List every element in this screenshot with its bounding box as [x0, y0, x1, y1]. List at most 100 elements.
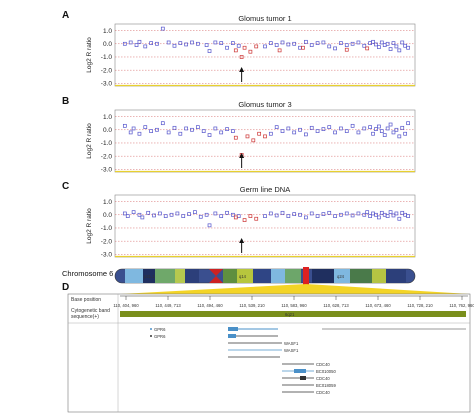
y-tick-label: 1.0	[103, 114, 112, 121]
data-point	[286, 214, 291, 218]
data-point	[122, 211, 127, 216]
data-point	[406, 214, 410, 218]
data-point	[365, 46, 370, 51]
data-point	[368, 214, 372, 218]
data-point	[350, 123, 355, 128]
data-point	[184, 126, 189, 131]
data-point	[406, 45, 410, 50]
data-point	[178, 41, 183, 45]
gene-label-bc018059: BC018059	[316, 383, 336, 388]
data-point	[274, 43, 279, 47]
data-point	[172, 43, 177, 48]
data-point	[397, 48, 402, 53]
ruler-tick-label: 110, 449, 713	[155, 303, 181, 308]
data-point	[131, 210, 136, 214]
y-axis-label: Log2 R ratio	[86, 208, 93, 244]
data-point	[362, 43, 367, 48]
data-point	[274, 213, 279, 218]
panel-letter-b: B	[62, 96, 69, 107]
data-point	[298, 127, 302, 132]
data-point	[397, 216, 402, 221]
data-point	[327, 210, 332, 215]
data-point	[371, 131, 375, 136]
data-point	[362, 126, 367, 131]
scatter-panels: Glomus tumor 1 1.0 0.0 -1.0 -2.0 -3.0 Log2 R r…	[86, 14, 416, 259]
data-point	[280, 40, 285, 45]
data-point	[397, 134, 402, 139]
data-point	[231, 129, 235, 133]
data-point	[304, 132, 308, 137]
data-point	[344, 211, 349, 216]
data-point	[403, 43, 408, 48]
data-point	[254, 216, 259, 221]
data-point	[280, 210, 285, 215]
data-point	[321, 127, 326, 131]
data-point	[394, 211, 399, 216]
data-point	[356, 40, 361, 45]
band-q22	[285, 269, 301, 283]
data-point	[400, 40, 405, 45]
data-point	[309, 125, 314, 130]
y-tick-label: 0.0	[103, 127, 112, 134]
data-point	[379, 129, 384, 133]
gene-label-gpr6-2: GPR6	[154, 334, 166, 339]
data-point	[207, 49, 212, 53]
data-point	[365, 210, 370, 214]
data-point	[149, 129, 153, 133]
data-point	[385, 214, 390, 218]
ruler-ticks: 110, 404, 960 110, 449, 713 110, 494, 460 1…	[113, 296, 474, 308]
data-point	[371, 39, 375, 44]
data-point	[195, 41, 200, 46]
data-point	[172, 125, 177, 130]
panel-letter-d: D	[62, 282, 69, 293]
data-point	[400, 125, 405, 130]
data-point	[344, 43, 349, 47]
data-point	[128, 130, 133, 135]
data-point	[190, 127, 194, 132]
data-point	[403, 131, 408, 136]
data-point	[251, 138, 256, 143]
data-point	[219, 41, 224, 45]
data-point	[231, 212, 235, 217]
data-point	[242, 45, 247, 50]
arrow-head	[239, 67, 245, 72]
data-point	[263, 134, 267, 139]
data-point	[169, 212, 174, 217]
data-point	[204, 212, 209, 217]
arrow-head	[239, 153, 245, 158]
data-point	[152, 213, 156, 218]
data-point	[374, 42, 378, 47]
ruler-tick-label: 110, 583, 960	[281, 303, 307, 308]
y-tick-label: -1.0	[101, 225, 113, 232]
band-q23	[312, 269, 334, 283]
data-point	[187, 212, 191, 216]
data-point	[356, 211, 361, 216]
band-p21	[155, 269, 175, 283]
band-text-p21: p21.1	[144, 274, 155, 279]
gene-exon-bc010050	[294, 369, 306, 373]
genome-browser: Base position 110, 404, 960 110, 449, 713…	[67, 293, 474, 413]
data-point	[204, 43, 209, 47]
y-tick-label: 1.0	[103, 28, 112, 35]
data-point	[160, 26, 165, 31]
data-point	[248, 49, 253, 54]
plot-frame	[114, 23, 416, 87]
data-point	[198, 214, 203, 219]
data-point	[350, 41, 355, 46]
ruler-tick-label: 110, 728, 210	[407, 303, 433, 308]
data-point	[213, 40, 218, 45]
data-point	[268, 41, 273, 45]
data-point	[178, 131, 183, 136]
data-point	[181, 214, 186, 218]
data-point	[155, 127, 159, 132]
data-point	[207, 223, 212, 228]
data-point	[166, 130, 171, 135]
data-point	[225, 45, 229, 50]
y-tick-label: -1.0	[101, 54, 113, 61]
data-point	[333, 46, 337, 51]
data-point	[315, 129, 320, 133]
data-point	[225, 210, 229, 215]
band-q14	[237, 269, 253, 283]
data-point	[140, 215, 145, 220]
